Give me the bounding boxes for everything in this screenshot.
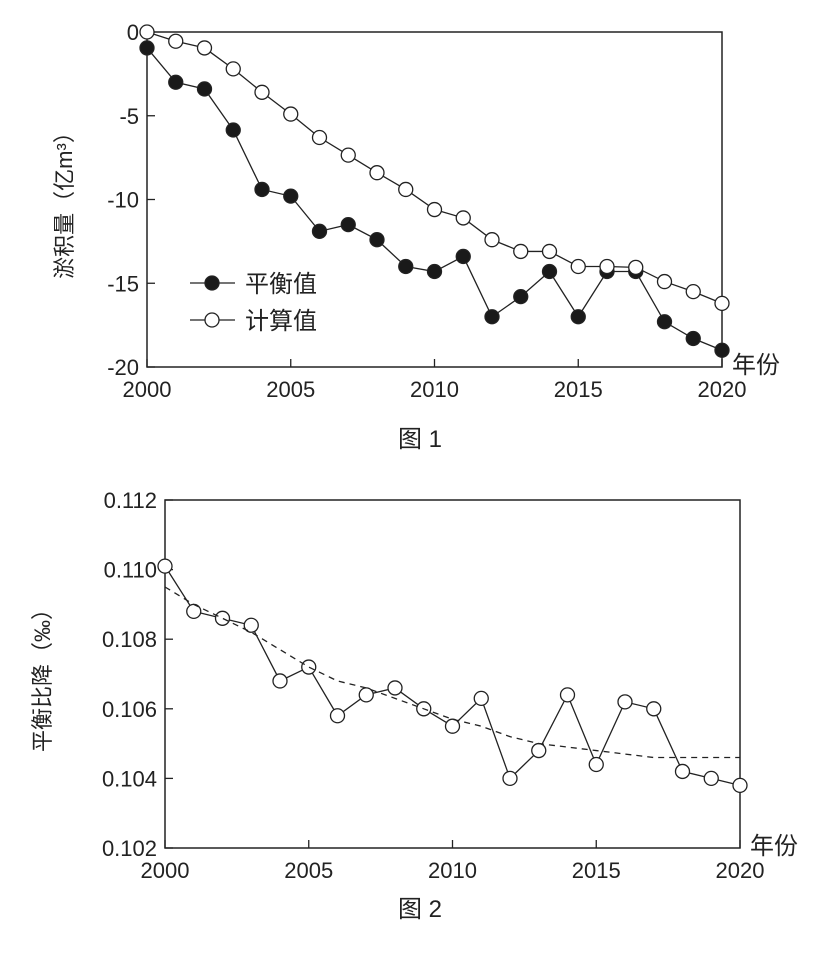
data-point [646, 701, 662, 717]
data-point [168, 33, 184, 49]
data-point [656, 314, 673, 330]
y-tick-label: 0.112 [104, 488, 157, 513]
chart-1: 2000 2005 2010 2015 2020 0 -5 -10 -15 -20 年份 淤积量（亿m… [52, 20, 780, 453]
plot-frame [146, 31, 723, 368]
data-point [685, 283, 701, 300]
x-axis-label: 年份 [750, 833, 798, 860]
data-point [426, 201, 443, 218]
data-point [272, 673, 288, 689]
data-point [617, 694, 633, 710]
x-tick-label: 2010 [410, 377, 459, 402]
legend-marker [204, 275, 220, 291]
data-point [168, 74, 184, 90]
x-tick-label: 2015 [554, 377, 603, 402]
data-point [703, 770, 719, 787]
y-tick-label: 0.102 [102, 836, 157, 861]
data-point [674, 763, 691, 780]
x-tick-label: 2000 [141, 858, 190, 883]
y-tick-label: 0 [127, 20, 139, 45]
data-point [214, 610, 231, 626]
data-point [628, 259, 644, 275]
data-point [329, 708, 346, 724]
data-point [225, 122, 241, 138]
data-point [139, 40, 155, 56]
figure-caption: 图 1 [398, 426, 442, 453]
legend-marker [204, 312, 220, 328]
data-point [473, 690, 489, 707]
data-point [559, 687, 576, 703]
x-tick-label: 2020 [698, 377, 747, 402]
data-point [225, 61, 241, 77]
data-point [369, 165, 385, 181]
y-tick-label: -20 [107, 355, 139, 380]
data-point [283, 106, 299, 122]
data-point [340, 216, 356, 233]
data-point [398, 181, 414, 198]
data-point [283, 188, 299, 204]
data-point [732, 777, 748, 794]
x-tick-label: 2005 [266, 377, 315, 402]
y-tick-label: -5 [119, 104, 139, 129]
y-tick-label: 0.108 [102, 627, 157, 652]
x-tick-label: 2005 [284, 858, 333, 883]
plot-frame [164, 499, 741, 849]
data-point [311, 223, 328, 239]
data-point [455, 248, 471, 265]
series-line-1 [164, 565, 741, 786]
data-point [139, 24, 155, 40]
data-point [541, 243, 558, 260]
data-point [196, 40, 213, 56]
data-point [301, 659, 317, 675]
data-point [513, 243, 529, 260]
data-point [570, 258, 586, 275]
chart-2: 2000 2005 2010 2015 2020 0.112 0.110 0.108 0.106… [30, 488, 798, 923]
series-line-1 [146, 47, 723, 351]
data-point [243, 617, 259, 633]
x-tick-label: 2020 [716, 858, 765, 883]
data-point [570, 309, 586, 325]
y-tick-label: -15 [107, 271, 139, 296]
legend-label: 计算值 [245, 308, 317, 335]
data-point [196, 81, 213, 97]
x-tick-label: 2000 [123, 377, 172, 402]
x-tick-label: 2010 [428, 858, 477, 883]
y-tick-label: 0.110 [104, 558, 157, 583]
data-point [484, 309, 500, 325]
data-point [311, 129, 328, 146]
y-tick-label: 0.104 [102, 766, 157, 791]
data-point [254, 181, 270, 198]
data-point [426, 263, 443, 280]
y-axis-label: 淤积量（亿m³） [52, 121, 77, 279]
data-point [714, 295, 730, 312]
data-point [340, 147, 356, 163]
data-point [484, 232, 500, 248]
data-point [685, 330, 701, 347]
data-point [157, 558, 173, 574]
data-point [513, 288, 529, 305]
x-axis-label: 年份 [732, 352, 780, 379]
data-point [599, 258, 615, 275]
data-point [254, 84, 270, 100]
data-point [656, 273, 673, 290]
legend-label: 平衡值 [245, 271, 317, 298]
y-tick-label: -10 [107, 188, 139, 213]
data-point [502, 770, 518, 787]
data-point [444, 718, 461, 734]
figure-caption: 图 2 [398, 896, 442, 923]
data-point [541, 263, 558, 280]
y-tick-label: 0.106 [102, 697, 157, 722]
data-point [455, 210, 471, 226]
x-tick-label: 2015 [572, 858, 621, 883]
data-point [398, 258, 414, 275]
y-axis-label: 平衡比降（‰） [30, 598, 55, 752]
data-point [588, 756, 604, 773]
data-point [714, 342, 730, 358]
data-point [387, 680, 403, 696]
data-point [358, 687, 374, 703]
data-point [369, 232, 385, 248]
data-point [531, 742, 547, 759]
